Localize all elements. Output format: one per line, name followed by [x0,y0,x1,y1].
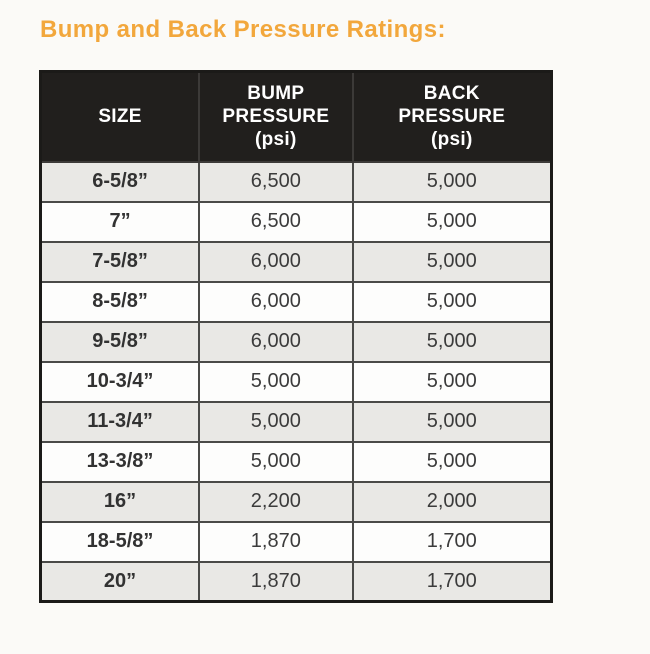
size-cell: 11-3/4” [39,400,201,443]
back-pressure-cell: 5,000 [351,200,553,243]
col-header-bump-pressure: BUMP PRESSURE (psi) [198,70,354,163]
table-row: 8-5/8” 6,000 5,000 [39,280,553,323]
col-header-size: SIZE [39,70,201,163]
size-cell: 9-5/8” [39,320,201,363]
size-cell: 18-5/8” [39,520,201,563]
back-pressure-cell: 5,000 [351,360,553,403]
pressure-ratings-table: SIZE BUMP PRESSURE (psi) BACK PRESSURE (… [39,70,553,604]
header-row: SIZE BUMP PRESSURE (psi) BACK PRESSURE (… [39,70,553,163]
back-pressure-cell: 5,000 [351,320,553,363]
back-pressure-cell: 1,700 [351,560,553,603]
size-cell: 20” [39,560,201,603]
size-cell: 8-5/8” [39,280,201,323]
back-pressure-cell: 5,000 [351,400,553,443]
table-row: 16” 2,200 2,000 [39,480,553,523]
size-cell: 10-3/4” [39,360,201,403]
back-pressure-cell: 5,000 [351,160,553,203]
size-cell: 6-5/8” [39,160,201,203]
back-pressure-cell: 5,000 [351,240,553,283]
back-pressure-cell: 1,700 [351,520,553,563]
table-row: 9-5/8” 6,000 5,000 [39,320,553,363]
table-row: 6-5/8” 6,500 5,000 [39,160,553,203]
table-row: 7” 6,500 5,000 [39,200,553,243]
back-pressure-cell: 5,000 [351,280,553,323]
table-row: 13-3/8” 5,000 5,000 [39,440,553,483]
bump-pressure-cell: 1,870 [198,560,354,603]
bump-pressure-cell: 1,870 [198,520,354,563]
bump-pressure-cell: 6,500 [198,160,354,203]
back-pressure-cell: 5,000 [351,440,553,483]
bump-pressure-cell: 6,000 [198,280,354,323]
table-row: 18-5/8” 1,870 1,700 [39,520,553,563]
table-body: 6-5/8” 6,500 5,000 7” 6,500 5,000 7-5/8” 6,000 5… [39,160,553,603]
table-row: 11-3/4” 5,000 5,000 [39,400,553,443]
page-title: Bump and Back Pressure Ratings: [40,16,446,43]
bump-pressure-cell: 5,000 [198,360,354,403]
table-row: 10-3/4” 5,000 5,000 [39,360,553,403]
bump-pressure-cell: 6,500 [198,200,354,243]
bump-pressure-cell: 5,000 [198,440,354,483]
table-row: 20” 1,870 1,700 [39,560,553,603]
size-cell: 16” [39,480,201,523]
table-row: 7-5/8” 6,000 5,000 [39,240,553,283]
bump-pressure-cell: 2,200 [198,480,354,523]
bump-pressure-cell: 5,000 [198,400,354,443]
size-cell: 7-5/8” [39,240,201,283]
size-cell: 13-3/8” [39,440,201,483]
bump-pressure-cell: 6,000 [198,240,354,283]
size-cell: 7” [39,200,201,243]
col-header-back-pressure: BACK PRESSURE (psi) [351,70,553,163]
bump-pressure-cell: 6,000 [198,320,354,363]
back-pressure-cell: 2,000 [351,480,553,523]
